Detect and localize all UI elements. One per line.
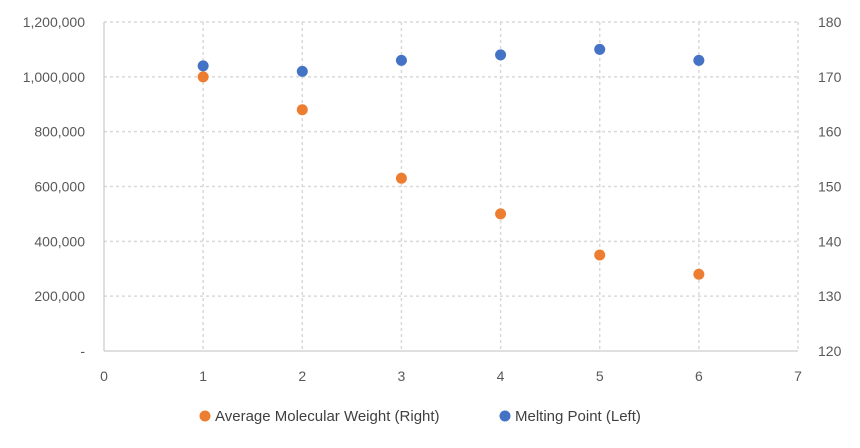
y-left-tick-label: 600,000 [34, 179, 85, 195]
y-right-tick-label: 180 [818, 14, 842, 30]
y-right-tick-label: 120 [818, 343, 842, 359]
legend-label: Average Molecular Weight (Right) [215, 408, 440, 425]
y-right-tick-label: 150 [818, 179, 842, 195]
x-tick-label: 6 [695, 368, 703, 384]
y-right-tick-label: 140 [818, 233, 842, 249]
point-average-molecular-weight [296, 104, 308, 116]
x-tick-label: 5 [596, 368, 604, 384]
legend: Average Molecular Weight (Right) Melting … [199, 408, 641, 425]
legend-item: Melting Point (Left) [499, 408, 641, 425]
y-right-tick-label: 160 [818, 124, 842, 140]
legend-label: Melting Point (Left) [515, 408, 641, 425]
gridlines [104, 21, 799, 351]
point-melting-point [197, 60, 209, 72]
tick-labels: 0 1 2 3 4 5 6 7 - 200,000 400,000 600,000 800,000 1,0… [23, 14, 842, 384]
point-melting-point [395, 54, 407, 66]
y-left-tick-label: 800,000 [34, 124, 85, 140]
point-melting-point [495, 49, 507, 61]
point-average-molecular-weight [495, 208, 507, 220]
axes [103, 22, 798, 352]
y-right-tick-label: 130 [818, 288, 842, 304]
legend-item: Average Molecular Weight (Right) [199, 408, 440, 425]
point-melting-point [296, 65, 308, 77]
y-left-tick-label: 400,000 [34, 233, 85, 249]
y-left-tick-label: - [80, 343, 85, 359]
point-average-molecular-weight [197, 71, 209, 83]
point-melting-point [693, 54, 705, 66]
point-average-molecular-weight [594, 249, 606, 261]
y-left-tick-label: 200,000 [34, 288, 85, 304]
x-tick-label: 7 [794, 368, 802, 384]
y-right-tick-label: 170 [818, 69, 842, 85]
point-average-molecular-weight [395, 172, 407, 184]
x-tick-label: 0 [100, 368, 108, 384]
x-tick-label: 2 [298, 368, 306, 384]
y-left-tick-label: 1,200,000 [23, 14, 85, 30]
legend-marker [499, 410, 511, 422]
point-melting-point [594, 43, 606, 55]
x-tick-label: 1 [199, 368, 207, 384]
point-average-molecular-weight [693, 268, 705, 280]
x-tick-label: 3 [398, 368, 406, 384]
x-tick-label: 4 [497, 368, 505, 384]
legend-marker [199, 410, 211, 422]
data-points [197, 43, 705, 280]
y-left-tick-label: 1,000,000 [23, 69, 85, 85]
